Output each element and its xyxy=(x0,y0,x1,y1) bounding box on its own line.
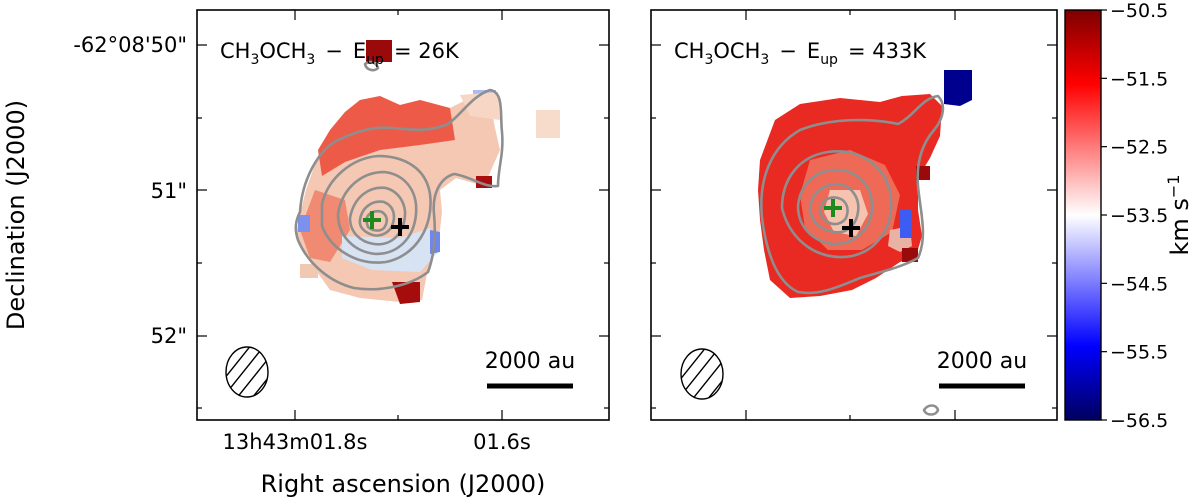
right-contour-4 xyxy=(808,182,860,234)
left-green-cross xyxy=(363,211,381,229)
right-velocity-map xyxy=(758,70,972,416)
left-beam-ellipse xyxy=(225,346,269,398)
right-ticks xyxy=(651,10,1057,420)
colorbar-tick-label: −55.5 xyxy=(1110,342,1168,364)
left-title: CH3OCH3− Eup = 26K xyxy=(220,39,460,68)
left-pixel-sw xyxy=(300,264,318,278)
right-contour-1 xyxy=(760,94,945,295)
right-contour-2 xyxy=(780,150,893,259)
right-green-cross xyxy=(824,199,842,217)
colorbar-tick-label: −52.5 xyxy=(1110,137,1168,159)
ytick-label-52: 52" xyxy=(151,324,187,348)
right-panel: 2000 au CH3OCH3− Eup = 433K xyxy=(650,9,1058,421)
right-darkred-pixel xyxy=(902,248,918,262)
xtick-label-016: 01.6s xyxy=(473,430,531,454)
colorbar-tick-label: −51.5 xyxy=(1110,68,1168,90)
colorbar-tick-label: −50.5 xyxy=(1110,0,1168,22)
left-darkred-north xyxy=(366,40,392,62)
right-title: CH3OCH3− Eup = 433K xyxy=(674,39,927,68)
colorbar-ticks: −50.5 −51.5 −52.5 −53.5 −54.5 −55.5 −56.5 xyxy=(1101,0,1168,432)
colorbar-label: km s−1 xyxy=(1164,174,1194,255)
left-pale-ne xyxy=(460,92,500,120)
left-black-cross xyxy=(391,218,409,236)
right-contour-5 xyxy=(818,196,849,226)
right-blue-patch xyxy=(900,210,912,238)
ytick-label-50: -62°08'50" xyxy=(73,33,187,57)
left-contour-north xyxy=(363,60,380,72)
right-black-cross xyxy=(842,219,860,237)
colorbar-tick-label: −54.5 xyxy=(1110,273,1168,295)
left-redshifted-top xyxy=(318,96,455,176)
left-velocity-map xyxy=(294,40,560,304)
y-axis-label: Declination (J2000) xyxy=(2,100,30,330)
right-beam-ellipse xyxy=(680,348,724,400)
colorbar-tick-label: −56.5 xyxy=(1110,410,1168,432)
left-red-west xyxy=(300,190,350,262)
colorbar: −50.5 −51.5 −52.5 −53.5 −54.5 −55.5 −56.5 km s… xyxy=(1064,0,1194,432)
left-panel: 2000 au CH3OCH3− Eup = 26K xyxy=(2,9,610,498)
right-contour-south xyxy=(922,404,940,416)
ytick-label-51: 51" xyxy=(151,179,187,203)
colorbar-tick-label: −53.5 xyxy=(1110,205,1168,227)
xtick-label-018: 13h43m01.8s xyxy=(223,430,368,454)
left-isolated-patch xyxy=(536,110,560,138)
left-blue-patch-west xyxy=(298,215,310,232)
left-ticks xyxy=(197,10,609,420)
left-scalebar-label: 2000 au xyxy=(485,349,575,374)
left-frame xyxy=(196,9,610,421)
left-contour-3 xyxy=(336,170,418,256)
right-darkred-pixel-2 xyxy=(916,166,930,180)
left-contour-1 xyxy=(294,88,504,291)
right-frame xyxy=(650,9,1058,421)
left-darkred-south xyxy=(392,282,420,304)
x-axis-label: Right ascension (J2000) xyxy=(261,470,546,498)
right-darkblue-patch xyxy=(944,70,972,106)
right-contour-3 xyxy=(796,168,874,246)
right-scalebar-label: 2000 au xyxy=(937,349,1027,374)
left-contour-2 xyxy=(320,154,432,264)
colorbar-gradient xyxy=(1064,9,1102,421)
left-contour-4 xyxy=(348,186,407,246)
